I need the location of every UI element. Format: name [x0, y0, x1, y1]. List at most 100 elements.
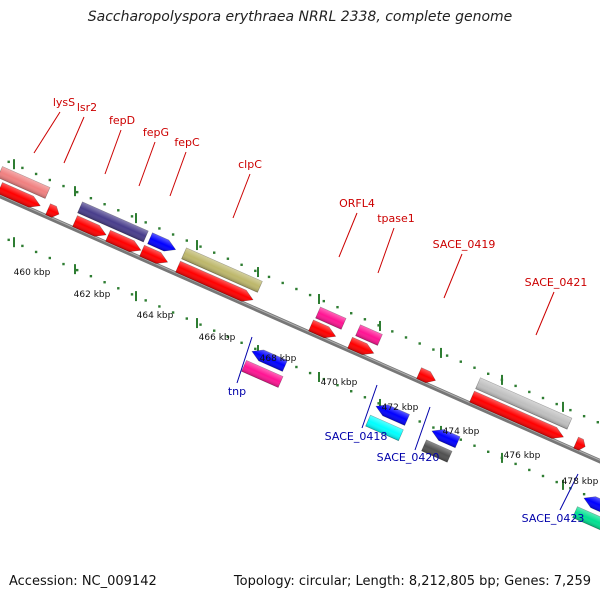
tick-dot: [267, 275, 271, 279]
tick-dot: [555, 402, 558, 406]
callout-line-fepG: [138, 141, 156, 187]
reverse-tick-track: [7, 237, 599, 502]
tick-dot: [308, 293, 312, 297]
tick-dot: [418, 342, 421, 345]
tick-dot: [377, 324, 380, 327]
tick-dot: [514, 462, 517, 466]
tick-dot: [336, 383, 339, 387]
feature-ORFL4-cds: [308, 319, 337, 339]
feature-lsr2-cds: [45, 203, 60, 218]
tick-dot: [445, 354, 449, 357]
tick-label: 464 kbp: [137, 311, 174, 321]
tick-dot: [350, 390, 353, 393]
tick-dot: [322, 377, 325, 381]
callout-line-lysS: [33, 111, 61, 154]
feature-tnp: [241, 359, 284, 388]
tick-dot: [308, 371, 312, 375]
gene-label-fepG: fepG: [143, 126, 169, 139]
tick-dot: [158, 227, 161, 230]
tick-dot: [487, 450, 490, 453]
feature-SACE_0420: [421, 439, 453, 463]
tick-label: 472 kbp: [382, 403, 419, 413]
tick-dot: [596, 421, 599, 424]
feature-SACE_0418: [365, 414, 404, 442]
gene-label-ORFL4: ORFL4: [339, 197, 375, 210]
tick-dot: [171, 233, 175, 236]
tick-dot: [555, 480, 558, 484]
gene-label-fepC: fepC: [174, 136, 200, 149]
tick-dot: [363, 318, 367, 321]
feature-fepD-cds: [72, 215, 107, 237]
tick-label: 462 kbp: [74, 290, 111, 300]
accession-text: Accession: NC_009142: [9, 574, 157, 589]
tick-dot: [295, 365, 298, 369]
tick-label: 470 kbp: [321, 378, 358, 388]
tick-dot: [418, 420, 421, 423]
tick-dot: [7, 238, 10, 242]
feature-tpase1-cds: [347, 336, 375, 355]
tick-dot: [281, 281, 284, 285]
callout-line-fepD: [104, 129, 122, 175]
tick-dot: [582, 414, 586, 418]
tick-dot: [171, 311, 175, 314]
tick-dot: [117, 287, 120, 290]
tick-marks: [7, 159, 599, 502]
gene-label-SACE_0420: SACE_0420: [377, 451, 440, 464]
tick-dot: [7, 160, 10, 164]
features: [0, 166, 600, 535]
callout-line-tnp: [236, 336, 253, 384]
feature-SACE_0418-upper: [375, 404, 410, 426]
tick-dot: [185, 239, 188, 242]
tick-dot: [254, 269, 257, 273]
feature-fepD: [77, 201, 149, 243]
feature-SACE_0421-cds: [469, 390, 564, 439]
tick-dot: [240, 263, 243, 266]
feature-tpase1: [355, 324, 383, 346]
tick-dot: [541, 396, 545, 400]
tick-dot: [432, 348, 435, 351]
feature-SACE_0423: [572, 506, 600, 535]
feature-SACE_0422-cds: [573, 436, 586, 451]
tick-dot: [34, 172, 38, 176]
tick-dot: [144, 221, 147, 224]
callout-line-SACE_0420: [414, 406, 431, 451]
tick-label: 466 kbp: [199, 333, 236, 343]
tick-dot: [89, 196, 93, 200]
backbone-highlight: [0, 194, 600, 461]
gene-label-SACE_0423: SACE_0423: [522, 512, 585, 525]
gene-label-SACE_0419: SACE_0419: [433, 238, 496, 251]
tick-dot: [199, 245, 202, 248]
tick-label: 476 kbp: [504, 451, 541, 461]
tick-dot: [199, 323, 202, 326]
tick-dot: [21, 166, 24, 170]
tick-dot: [103, 281, 106, 284]
gene-label-SACE_0418: SACE_0418: [325, 430, 388, 443]
tick-dot: [130, 293, 134, 296]
tick-label: 460 kbp: [14, 268, 51, 278]
feature-SACE_0421: [475, 377, 573, 430]
tick-dot: [459, 360, 462, 363]
tick-label: 474 kbp: [443, 427, 480, 437]
genome-summary: Topology: circular; Length: 8,212,805 bp…: [233, 574, 591, 589]
tick-dot: [391, 330, 394, 333]
callout-line-SACE_0419: [443, 253, 463, 299]
forward-tick-track: [7, 159, 599, 424]
tick-dot: [213, 251, 216, 254]
tick-dot: [473, 366, 476, 369]
feature-SACE_0420-upper: [431, 429, 461, 449]
feature-clpC: [181, 247, 263, 293]
gene-label-tnp: tnp: [228, 385, 246, 398]
callout-line-SACE_0421: [535, 291, 555, 336]
callout-line-ORFL4: [338, 212, 358, 258]
tick-dot: [322, 299, 325, 303]
feature-lysS: [0, 166, 51, 199]
tick-dot: [48, 256, 51, 260]
tick-dot: [541, 474, 545, 478]
tick-dot: [21, 244, 24, 248]
tick-dot: [76, 190, 79, 194]
tick-dot: [240, 341, 243, 344]
callout-line-SACE_0418: [361, 384, 378, 429]
tick-dot: [528, 468, 531, 472]
